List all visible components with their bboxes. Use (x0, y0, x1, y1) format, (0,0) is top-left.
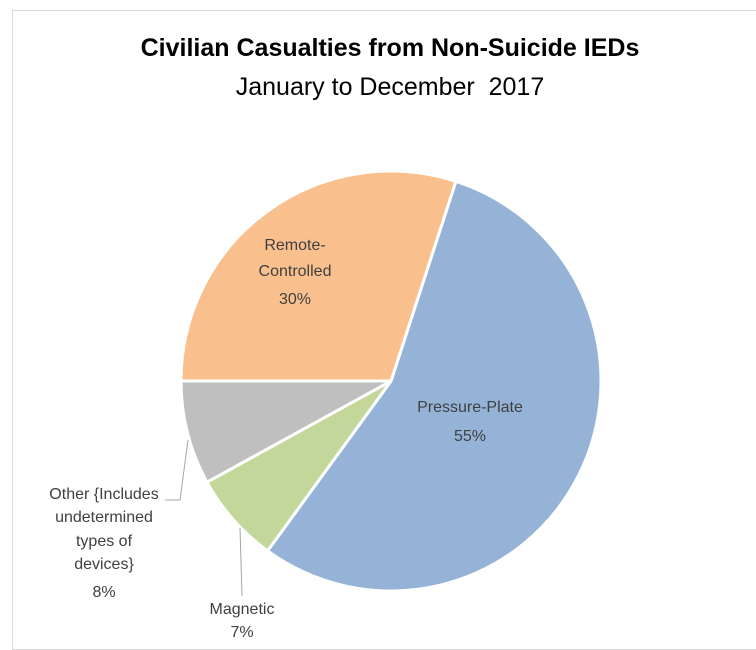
pie-slices (179, 169, 603, 593)
slice-value-magnetic: 7% (230, 624, 253, 641)
slice-label-other-line2: undetermined (55, 509, 153, 526)
slice-label-remote-line1: Remote- (264, 237, 325, 254)
pie-slice-other (179, 379, 393, 484)
leader-line-magnetic (239, 527, 243, 597)
slice-label-remote-line2: Controlled (259, 263, 332, 280)
slice-label-other-line3: types of (76, 533, 133, 550)
slice-value-remote: 30% (279, 291, 311, 308)
slice-label-other-line4: devices} (74, 556, 134, 573)
slice-label-pressure-plate: Pressure-Plate (417, 399, 523, 416)
pie-slice-pressure-plate (266, 179, 603, 593)
slice-value-pressure-plate: 55% (454, 428, 486, 445)
leader-lines (165, 439, 243, 597)
slice-label-magnetic: Magnetic (210, 601, 275, 618)
slice-label-other-line1: Other {Includes (49, 486, 158, 503)
slice-value-other: 8% (92, 584, 115, 601)
chart-subtitle: January to December 2017 (235, 73, 545, 101)
slice-labels: Pressure-Plate 55% Magnetic 7% Other {In… (49, 237, 523, 641)
chart-title: Civilian Casualties from Non-Suicide IED… (140, 34, 640, 62)
pie-slice-remote (179, 169, 458, 383)
leader-line-other (165, 439, 189, 501)
